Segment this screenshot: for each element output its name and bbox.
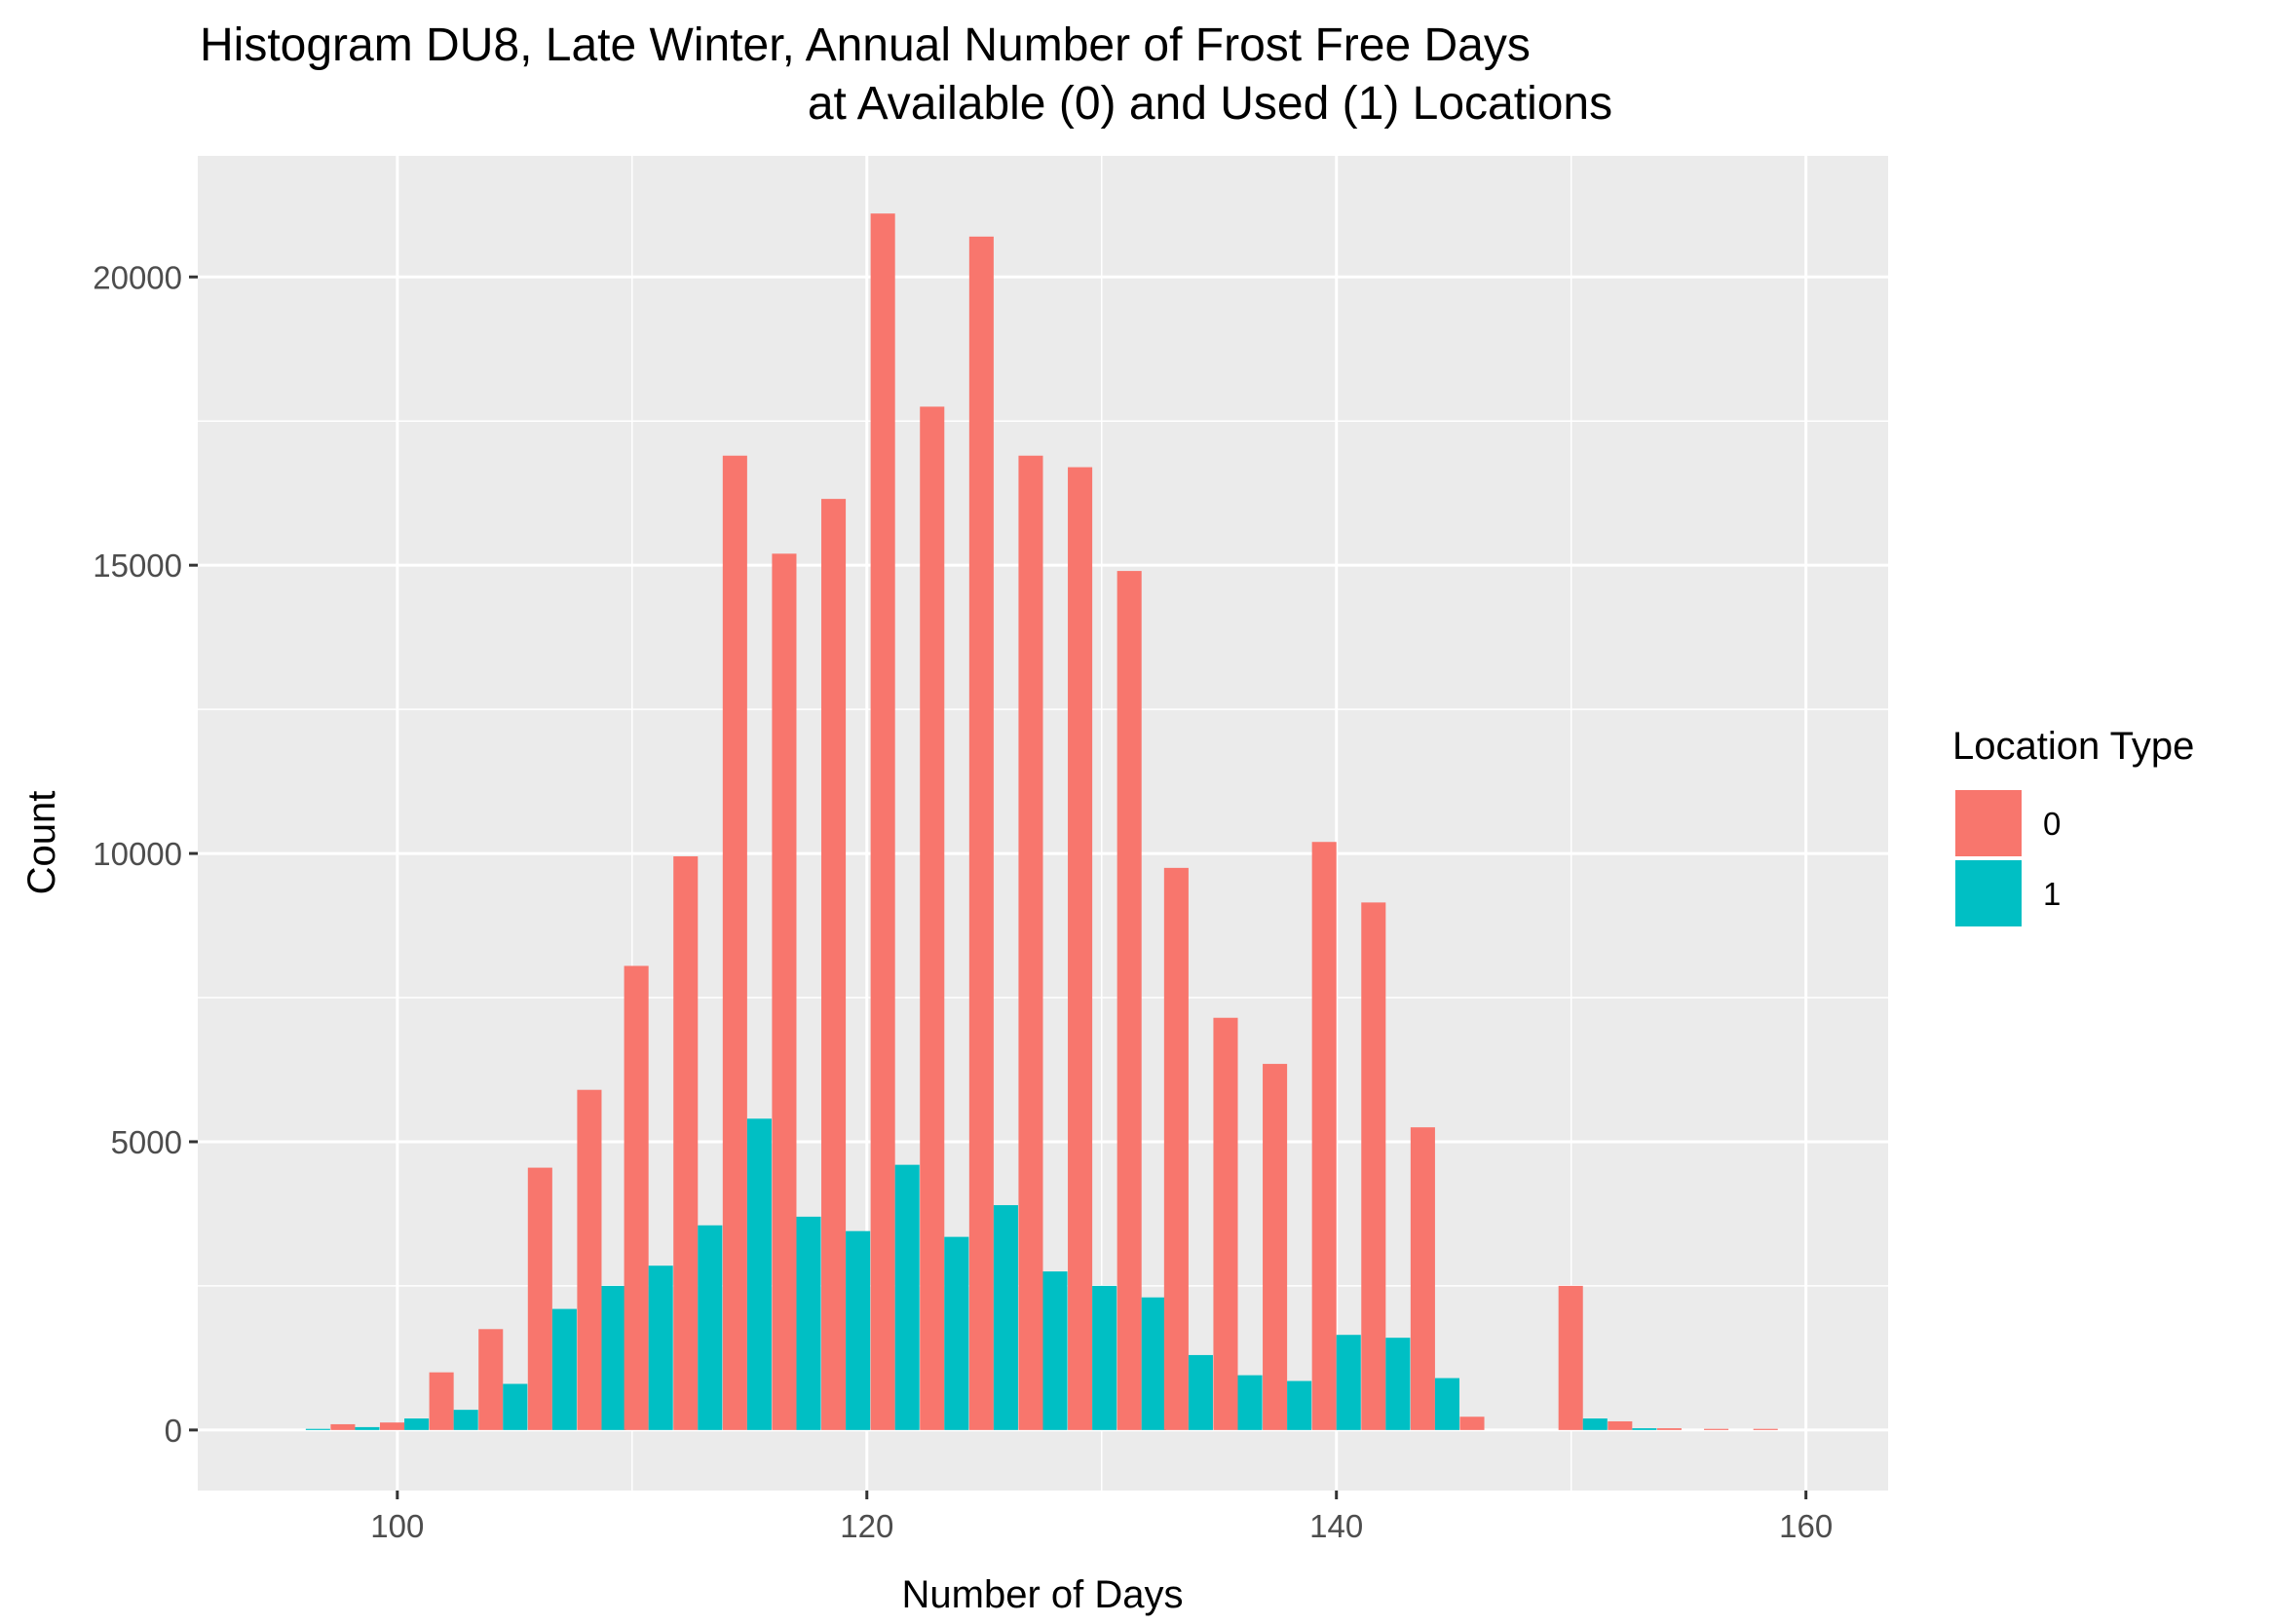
bar-series-0 bbox=[920, 406, 945, 1430]
bar-series-1 bbox=[1336, 1335, 1361, 1430]
bar-series-0 bbox=[1068, 467, 1093, 1430]
x-axis-title: Number of Days bbox=[902, 1573, 1184, 1616]
bar-series-0 bbox=[673, 856, 699, 1430]
x-tick-label: 100 bbox=[370, 1508, 424, 1544]
bar-series-0 bbox=[821, 499, 847, 1430]
chart-title-line-2: at Available (0) and Used (1) Locations bbox=[808, 78, 1612, 130]
bar-series-1 bbox=[698, 1225, 723, 1430]
bar-series-1 bbox=[1582, 1418, 1608, 1430]
bar-series-0 bbox=[330, 1423, 356, 1430]
bar-series-1 bbox=[1237, 1375, 1263, 1430]
bar-series-0 bbox=[870, 213, 895, 1430]
bar-series-0 bbox=[379, 1422, 405, 1430]
bar-series-0 bbox=[1656, 1428, 1682, 1430]
x-tick-label: 120 bbox=[840, 1508, 893, 1544]
bar-series-1 bbox=[503, 1383, 528, 1430]
bar-series-0 bbox=[1410, 1127, 1435, 1430]
bar-series-0 bbox=[1117, 571, 1142, 1430]
bar-series-1 bbox=[1632, 1428, 1657, 1430]
bar-series-1 bbox=[1287, 1380, 1312, 1430]
bar-series-0 bbox=[722, 455, 747, 1430]
x-tick-label: 160 bbox=[1779, 1508, 1833, 1544]
legend-key-1 bbox=[1955, 860, 2022, 926]
bar-series-0 bbox=[1704, 1428, 1729, 1430]
bar-series-0 bbox=[577, 1089, 602, 1430]
bar-series-0 bbox=[1263, 1064, 1288, 1430]
bar-series-1 bbox=[355, 1426, 380, 1430]
bar-series-0 bbox=[1753, 1428, 1778, 1430]
bar-series-1 bbox=[404, 1418, 430, 1430]
bar-series-0 bbox=[429, 1372, 454, 1430]
y-tick-label: 20000 bbox=[93, 259, 182, 295]
bar-series-1 bbox=[944, 1236, 969, 1430]
y-tick-label: 15000 bbox=[93, 548, 182, 584]
bar-series-1 bbox=[1042, 1271, 1068, 1430]
y-tick-label: 5000 bbox=[111, 1124, 182, 1160]
bar-series-0 bbox=[1459, 1416, 1485, 1430]
bar-series-1 bbox=[1434, 1378, 1459, 1430]
bar-series-0 bbox=[1361, 902, 1386, 1430]
bar-series-0 bbox=[478, 1329, 504, 1430]
bar-series-0 bbox=[1608, 1420, 1633, 1430]
bar-series-0 bbox=[624, 965, 649, 1430]
legend-key-0 bbox=[1955, 790, 2022, 856]
bar-series-1 bbox=[453, 1410, 478, 1430]
bar-series-1 bbox=[746, 1118, 772, 1430]
legend: Location Type 0 1 bbox=[1952, 725, 2194, 926]
bar-series-0 bbox=[968, 236, 994, 1430]
x-tick-label: 140 bbox=[1309, 1508, 1363, 1544]
bar-series-0 bbox=[1558, 1285, 1583, 1430]
bar-series-1 bbox=[846, 1230, 871, 1430]
y-tick-label: 0 bbox=[165, 1413, 182, 1449]
bar-series-1 bbox=[1141, 1297, 1166, 1430]
bar-series-1 bbox=[1385, 1338, 1411, 1430]
bar-series-0 bbox=[1163, 867, 1189, 1430]
bar-series-1 bbox=[551, 1308, 577, 1430]
bar-series-1 bbox=[601, 1285, 626, 1430]
bar-series-1 bbox=[305, 1428, 330, 1430]
bar-series-1 bbox=[1092, 1285, 1117, 1430]
plot-panel bbox=[198, 156, 1888, 1491]
bar-series-0 bbox=[527, 1167, 552, 1430]
bar-series-0 bbox=[1213, 1017, 1238, 1430]
chart-title-line-1: Histogram DU8, Late Winter, Annual Numbe… bbox=[200, 19, 1531, 71]
y-axis-title: Count bbox=[20, 791, 63, 895]
bar-series-1 bbox=[796, 1216, 821, 1430]
legend-label-1: 1 bbox=[2043, 876, 2061, 912]
bar-series-1 bbox=[993, 1205, 1018, 1430]
y-tick-label: 10000 bbox=[93, 836, 182, 872]
bar-series-0 bbox=[772, 553, 797, 1430]
bar-series-1 bbox=[1188, 1354, 1213, 1430]
legend-title: Location Type bbox=[1952, 725, 2194, 768]
legend-label-0: 0 bbox=[2043, 806, 2061, 842]
bar-series-1 bbox=[894, 1164, 920, 1430]
bar-series-0 bbox=[1018, 455, 1043, 1430]
bar-series-0 bbox=[1311, 842, 1337, 1430]
bar-series-1 bbox=[648, 1265, 673, 1430]
